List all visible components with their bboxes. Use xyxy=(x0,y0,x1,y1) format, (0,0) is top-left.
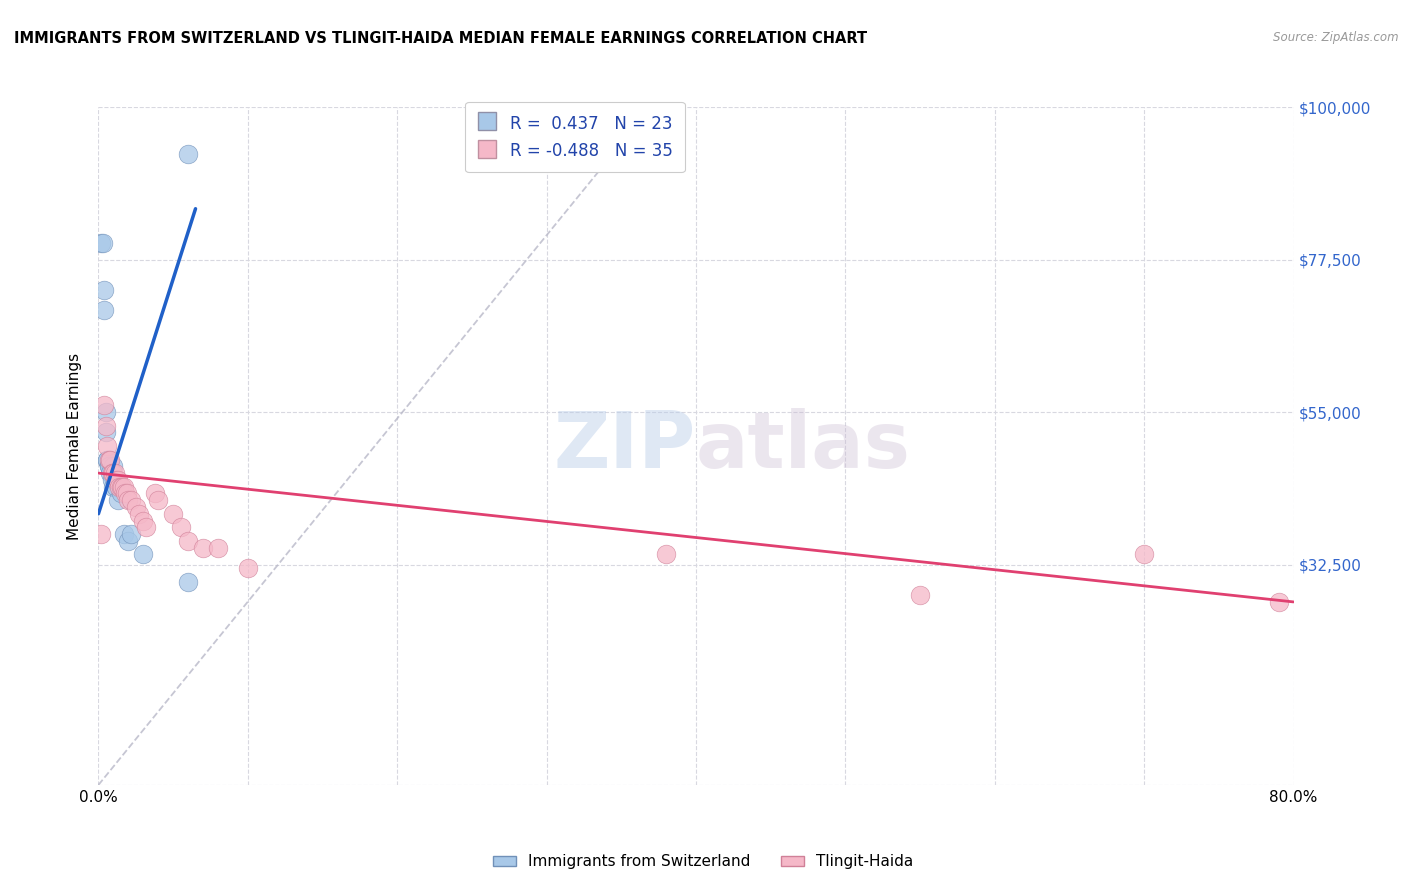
Point xyxy=(177,147,200,161)
Point xyxy=(104,473,127,487)
Point xyxy=(177,574,200,589)
Point xyxy=(105,473,128,487)
Point xyxy=(148,493,170,508)
Point xyxy=(1267,595,1289,609)
Point xyxy=(207,541,229,555)
Point xyxy=(98,466,122,480)
Point xyxy=(90,527,112,541)
Point xyxy=(101,466,124,480)
Point xyxy=(97,459,120,474)
Point xyxy=(97,452,120,467)
Point xyxy=(96,439,118,453)
Point xyxy=(132,514,155,528)
Point xyxy=(110,486,132,500)
Point xyxy=(96,452,118,467)
Text: Source: ZipAtlas.com: Source: ZipAtlas.com xyxy=(1274,31,1399,45)
Point xyxy=(117,533,139,548)
Point xyxy=(107,493,129,508)
Point xyxy=(111,480,134,494)
Point xyxy=(101,473,124,487)
Point xyxy=(112,480,135,494)
Point xyxy=(93,398,115,412)
Text: IMMIGRANTS FROM SWITZERLAND VS TLINGIT-HAIDA MEDIAN FEMALE EARNINGS CORRELATION : IMMIGRANTS FROM SWITZERLAND VS TLINGIT-H… xyxy=(14,31,868,46)
Point xyxy=(128,507,150,521)
Point xyxy=(143,486,166,500)
Point xyxy=(115,486,138,500)
Point xyxy=(103,459,125,474)
Point xyxy=(162,507,184,521)
Point xyxy=(110,480,132,494)
Point xyxy=(103,466,125,480)
Point xyxy=(120,493,142,508)
Legend: R =  0.437   N = 23, R = -0.488   N = 35: R = 0.437 N = 23, R = -0.488 N = 35 xyxy=(465,102,685,172)
Point xyxy=(93,303,115,318)
Point xyxy=(94,405,117,419)
Point xyxy=(94,425,117,440)
Point xyxy=(103,480,125,494)
Point xyxy=(94,418,117,433)
Point xyxy=(91,235,114,250)
Point xyxy=(236,561,259,575)
Point xyxy=(135,520,157,534)
Point xyxy=(98,452,122,467)
Point xyxy=(655,548,678,562)
Y-axis label: Median Female Earnings: Median Female Earnings xyxy=(67,352,83,540)
Point xyxy=(93,283,115,297)
Point xyxy=(191,541,214,555)
Point xyxy=(169,520,191,534)
Point xyxy=(112,527,135,541)
Point xyxy=(117,493,139,508)
Point xyxy=(96,452,118,467)
Point xyxy=(908,588,931,602)
Point xyxy=(132,548,155,562)
Point xyxy=(120,527,142,541)
Point xyxy=(107,473,129,487)
Text: ZIP: ZIP xyxy=(554,408,696,484)
Point xyxy=(114,486,136,500)
Legend: Immigrants from Switzerland, Tlingit-Haida: Immigrants from Switzerland, Tlingit-Hai… xyxy=(486,848,920,875)
Point xyxy=(1133,548,1156,562)
Point xyxy=(104,466,127,480)
Point xyxy=(125,500,148,514)
Point xyxy=(108,480,131,494)
Point xyxy=(97,459,120,474)
Point xyxy=(105,480,128,494)
Point xyxy=(90,235,112,250)
Text: atlas: atlas xyxy=(696,408,911,484)
Point xyxy=(177,533,200,548)
